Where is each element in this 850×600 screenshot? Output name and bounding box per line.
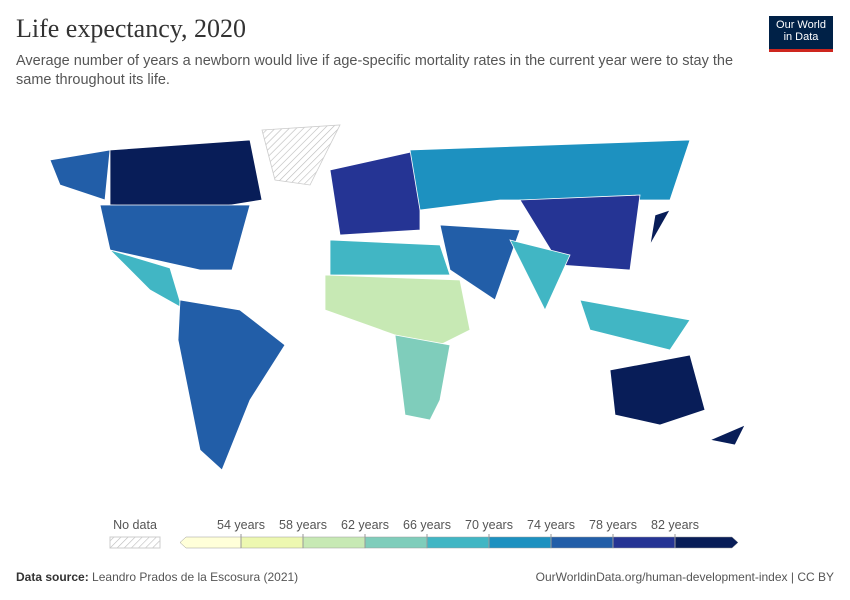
legend-bin	[674, 536, 739, 549]
footer-source: Data source: Leandro Prados de la Escosu…	[16, 570, 298, 584]
subtitle: Average number of years a newborn would …	[16, 53, 734, 88]
legend-tick-label: 70 years	[465, 518, 513, 532]
region	[439, 224, 521, 301]
logo-line: Our World	[776, 19, 826, 31]
region	[394, 334, 451, 421]
region	[509, 239, 571, 311]
footer-link[interactable]: OurWorldinData.org/human-development-ind…	[535, 570, 834, 584]
region	[609, 354, 706, 426]
region	[329, 149, 421, 236]
region	[324, 274, 471, 346]
source: Leandro Prados de la Escosura (2021)	[92, 570, 299, 584]
region	[649, 209, 671, 246]
legend-tick-label: 74 years	[527, 518, 575, 532]
legend-tick-label: 54 years	[217, 518, 265, 532]
region	[261, 124, 341, 186]
legend: No data 54 years 58 years 62 years 66 years…	[109, 518, 739, 549]
region	[579, 299, 691, 351]
title: Life expectancy, 2020	[16, 14, 247, 43]
legend-bin	[179, 536, 242, 549]
legend-tick-label: 78 years	[589, 518, 637, 532]
legend-bin	[488, 536, 552, 549]
legend-bin	[364, 536, 428, 549]
logo-line: in Data	[783, 31, 819, 43]
legend-bin	[426, 536, 490, 549]
legend-tick-label: 82 years	[651, 518, 699, 532]
legend-tick-label: 58 years	[279, 518, 327, 532]
legend-bin	[302, 536, 366, 549]
logo[interactable]: Our World in Data	[769, 16, 833, 52]
legend-bin	[240, 536, 304, 549]
no-data-label: No data	[113, 518, 157, 532]
region	[708, 424, 746, 446]
region	[99, 204, 251, 271]
countries	[49, 124, 746, 471]
legend-tick-label: 66 years	[403, 518, 451, 532]
legend-bin	[612, 536, 676, 549]
no-data-swatch	[109, 536, 161, 549]
region	[177, 299, 286, 471]
region	[49, 149, 111, 201]
source-label: Data source:	[16, 570, 89, 584]
region	[519, 194, 641, 271]
legend-tick-label: 62 years	[341, 518, 389, 532]
legend-bin	[550, 536, 614, 549]
region	[109, 139, 263, 211]
region	[329, 239, 451, 276]
